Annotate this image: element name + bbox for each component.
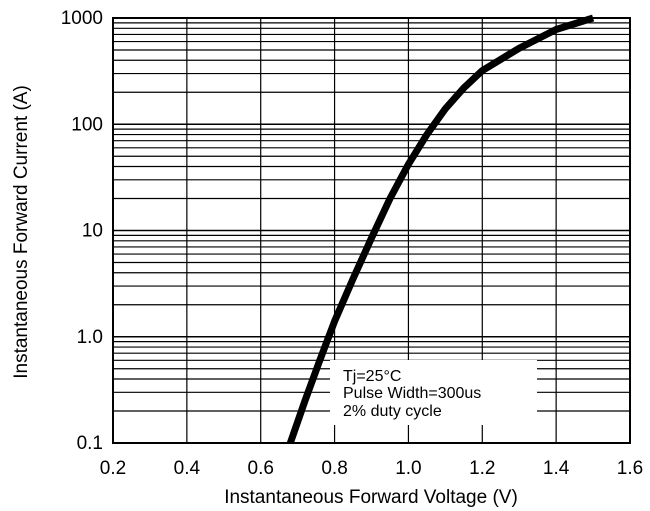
- x-axis-title: Instantaneous Forward Voltage (V): [224, 487, 518, 508]
- annotation-box: Tj=25°C Pulse Width=300us 2% duty cycle: [330, 360, 537, 425]
- x-tick-label: 1.2: [469, 458, 495, 479]
- y-tick-label: 1000: [61, 8, 103, 29]
- x-tick-label: 0.8: [321, 458, 347, 479]
- annotation-background: [330, 360, 537, 425]
- forward-current-curve: [286, 14, 595, 445]
- x-tick-label: 0.6: [248, 458, 274, 479]
- y-tick-label: 100: [71, 114, 103, 135]
- annotation-line-3: 2% duty cycle: [343, 403, 442, 420]
- annotation-line-2: Pulse Width=300us: [343, 385, 481, 402]
- y-tick-label: 1.0: [77, 327, 103, 348]
- y-axis-title: Instantaneous Forward Current (A): [11, 85, 32, 379]
- tick-labels: 0.2 0.4 0.6 0.8 1.0 1.2 1.4 1.6 0.1 1.0 10 100 1000: [61, 8, 643, 479]
- x-tick-label: 1.4: [543, 458, 570, 479]
- curve-layer: [286, 14, 595, 445]
- x-tick-label: 1.6: [617, 458, 643, 479]
- x-tick-label: 0.4: [174, 458, 201, 479]
- x-tick-label: 0.2: [100, 458, 126, 479]
- plot-frame: [112, 17, 631, 444]
- y-tick-label: 10: [82, 221, 103, 242]
- annotation-line-1: Tj=25°C: [343, 368, 401, 385]
- y-tick-label: 0.1: [77, 433, 103, 454]
- x-tick-label: 1.0: [395, 458, 421, 479]
